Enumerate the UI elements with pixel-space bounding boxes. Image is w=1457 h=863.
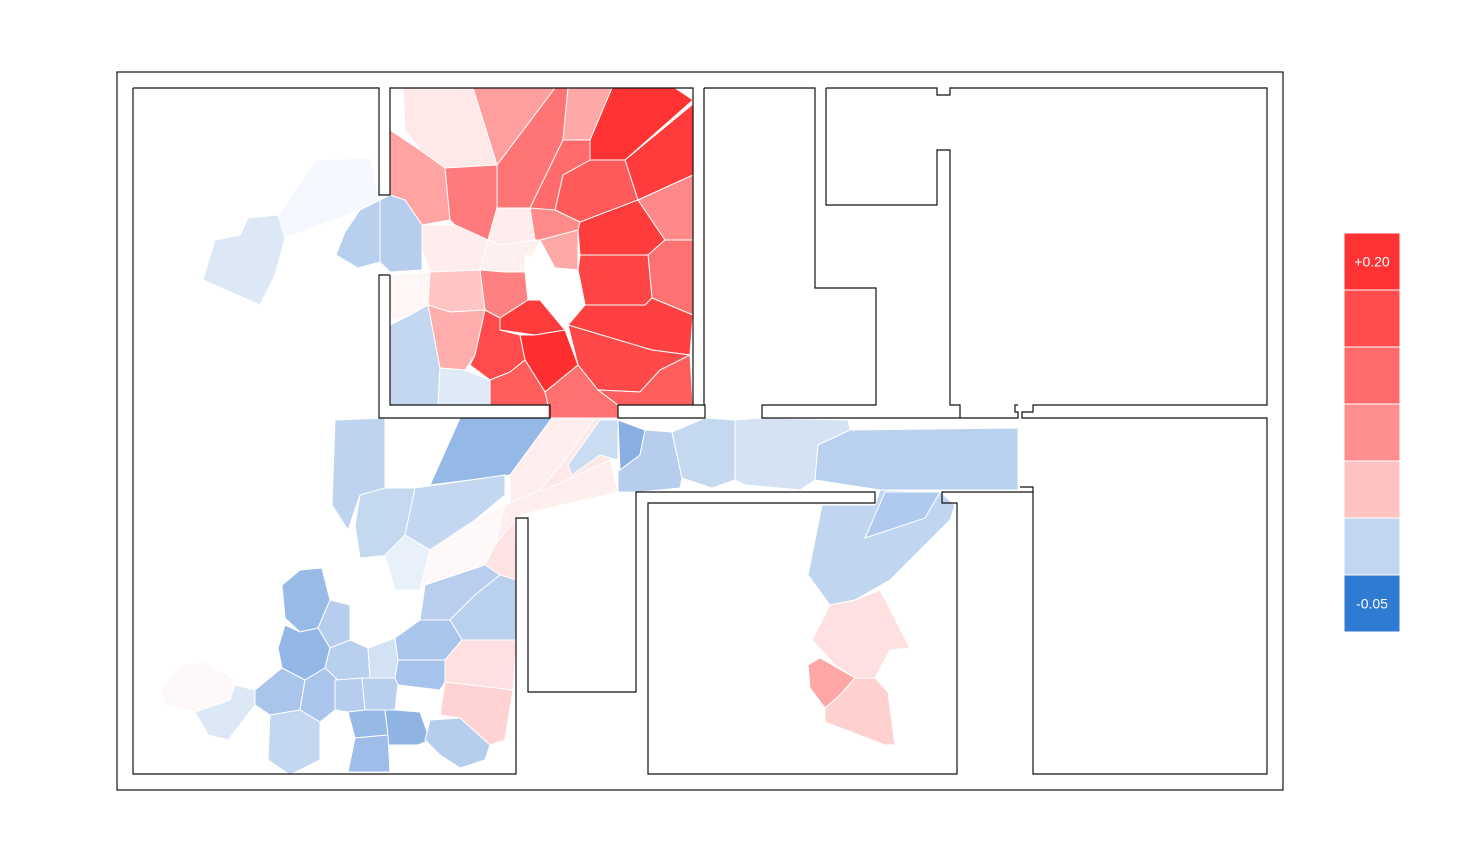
wall-closet	[825, 88, 961, 418]
wall-mid-upper-room	[703, 87, 1268, 775]
heat-cell	[577, 254, 653, 306]
heat-cell	[194, 684, 256, 741]
heat-cell	[384, 534, 431, 591]
wall-left-room	[133, 87, 706, 419]
heat-cell	[347, 709, 389, 739]
floor-plan-walls	[116, 71, 1284, 791]
legend-swatch	[1343, 517, 1401, 576]
legend-max-label: +0.20	[1354, 254, 1390, 270]
heat-cell	[487, 207, 536, 246]
legend-swatch	[1343, 403, 1401, 462]
heat-cell	[379, 194, 423, 273]
heat-cell	[424, 717, 491, 769]
heatmap-cells	[159, 87, 1019, 776]
heat-cell	[367, 637, 399, 679]
heat-cell	[159, 661, 236, 713]
wall-mid-top	[704, 87, 1019, 419]
heat-cell	[824, 677, 896, 746]
heat-cell	[334, 677, 366, 713]
heat-cell	[864, 491, 941, 539]
outer-boundary	[116, 71, 1284, 791]
heat-cell	[671, 417, 736, 489]
legend-swatch	[1343, 574, 1401, 633]
heat-cell	[394, 659, 446, 691]
heat-cell	[617, 429, 683, 493]
heat-cell	[361, 677, 399, 711]
wall-left-outer	[132, 88, 1034, 775]
heat-cell	[814, 427, 1019, 491]
legend-min-label: -0.05	[1356, 596, 1388, 612]
heat-cell	[444, 639, 518, 691]
heat-cell	[384, 709, 431, 746]
heat-cell	[202, 214, 286, 306]
heat-cell	[347, 734, 391, 773]
color-legend: +0.20 -0.05	[1343, 232, 1401, 633]
heat-cell	[427, 269, 486, 313]
heat-cell	[267, 709, 321, 776]
legend-swatch	[1343, 289, 1401, 348]
legend-swatch	[1343, 346, 1401, 405]
heat-cell	[811, 589, 911, 679]
legend-swatch	[1343, 460, 1401, 519]
